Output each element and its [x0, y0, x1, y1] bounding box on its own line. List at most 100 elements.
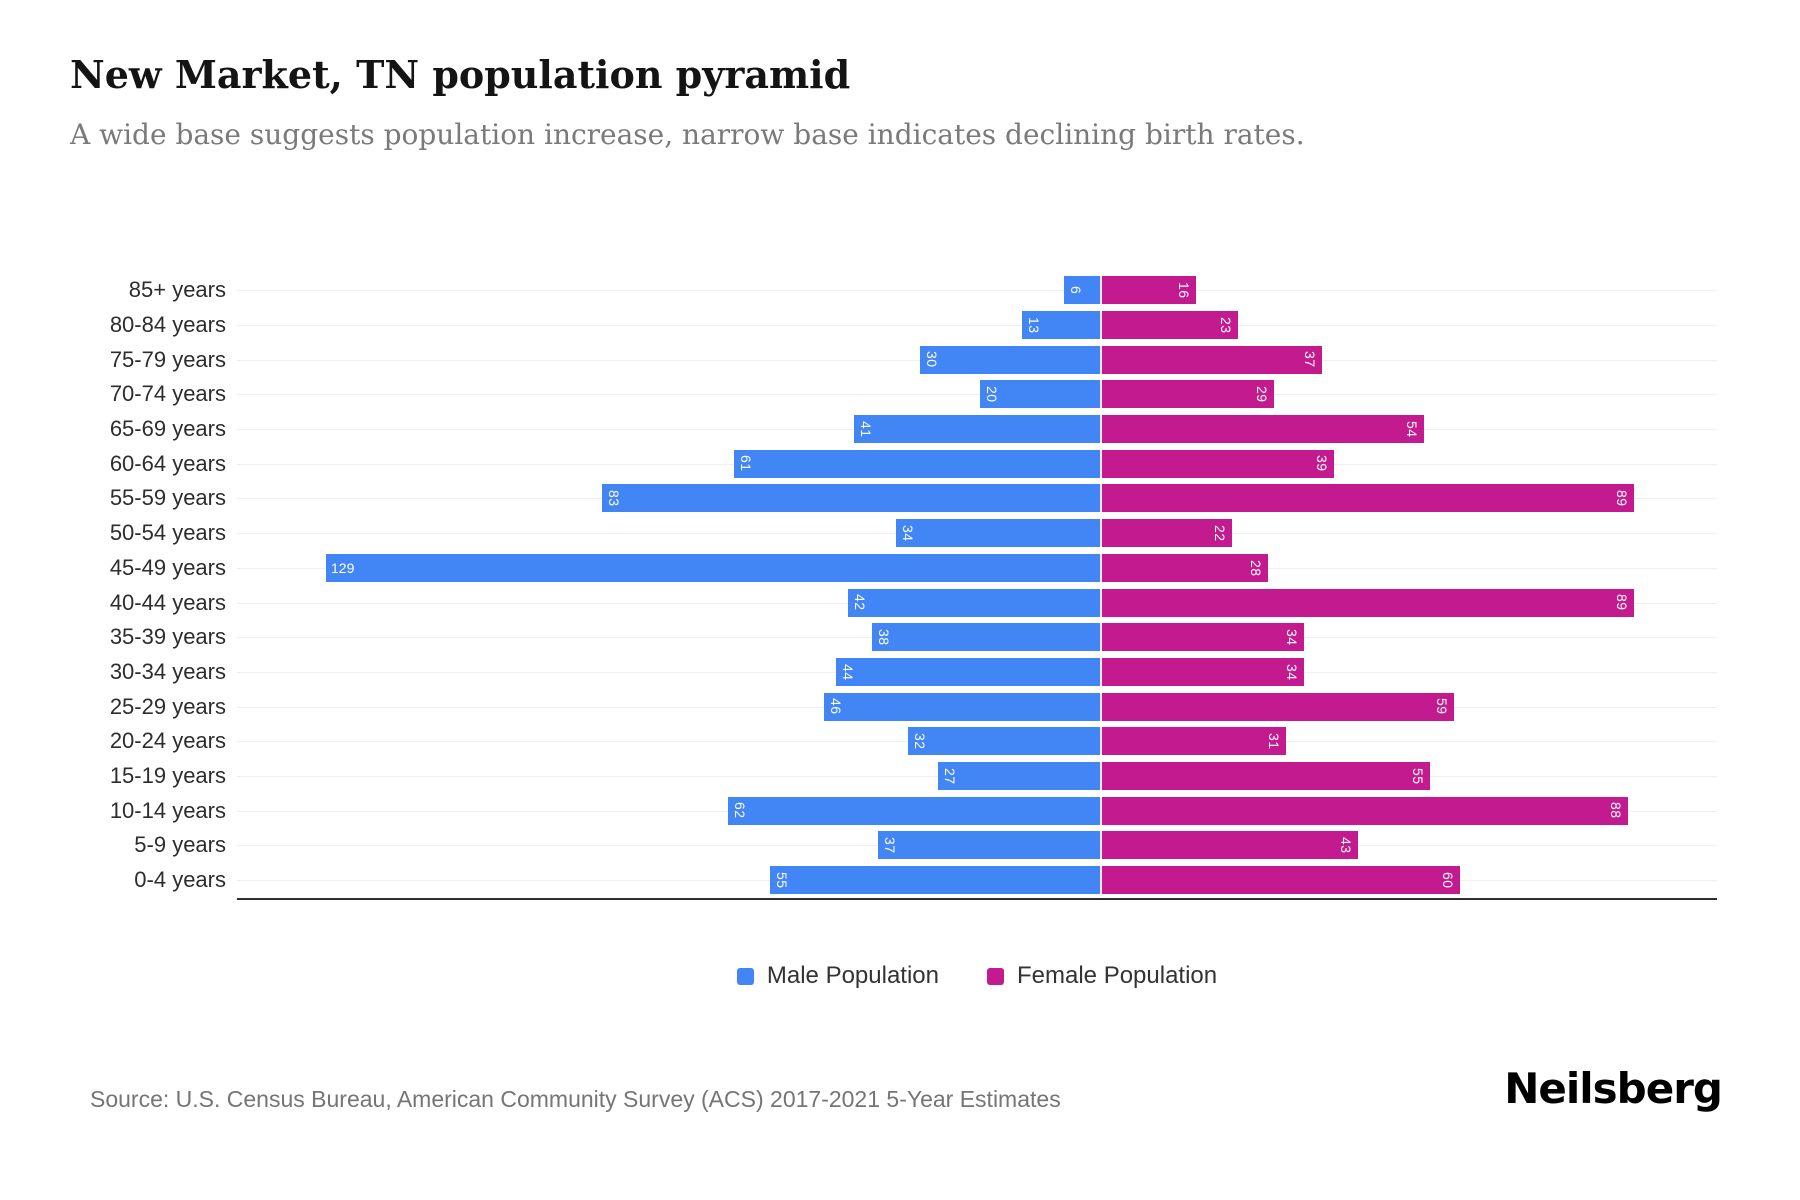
- age-group-label: 70-74 years: [109, 381, 226, 407]
- pyramid-row: 50-54 years 34 22: [0, 516, 1800, 551]
- female-bar-value: 28: [1248, 559, 1264, 577]
- pyramid-row: 15-19 years 27 55: [0, 759, 1800, 794]
- pyramid-row: 45-49 years 129 28: [0, 551, 1800, 586]
- female-zone: 54: [1100, 412, 1717, 447]
- female-zone: 34: [1100, 655, 1717, 690]
- female-bar[interactable]: 54: [1100, 415, 1424, 444]
- male-bar[interactable]: 83: [602, 484, 1100, 513]
- male-zone: 38: [237, 620, 1100, 655]
- male-zone: 32: [237, 724, 1100, 759]
- male-bar[interactable]: 38: [872, 623, 1100, 652]
- female-bar[interactable]: 88: [1100, 796, 1628, 825]
- legend-item-female[interactable]: Female Population: [987, 962, 1217, 990]
- female-bar-value: 54: [1404, 420, 1420, 438]
- male-zone: 37: [237, 828, 1100, 863]
- gridline: [237, 290, 1717, 292]
- female-zone: 23: [1100, 308, 1717, 343]
- row-plot: 46 59: [237, 689, 1717, 724]
- legend-item-male[interactable]: Male Population: [736, 962, 939, 990]
- row-plot: 6 16: [237, 273, 1717, 308]
- male-bar-value: 62: [732, 802, 748, 819]
- female-bar[interactable]: 31: [1100, 727, 1286, 756]
- row-plot: 38 34: [237, 620, 1717, 655]
- age-group-label: 55-59 years: [109, 485, 226, 511]
- female-bar[interactable]: 23: [1100, 311, 1238, 340]
- female-bar[interactable]: 89: [1100, 484, 1634, 513]
- pyramid-row: 5-9 years 37 43: [0, 828, 1800, 863]
- male-bar[interactable]: 44: [836, 657, 1100, 686]
- male-zone: 55: [237, 863, 1100, 898]
- male-zone: 42: [237, 585, 1100, 620]
- male-bar[interactable]: 55: [770, 866, 1100, 895]
- male-bar[interactable]: 61: [734, 449, 1100, 478]
- female-bar-value: 31: [1266, 732, 1282, 750]
- female-bar-value: 23: [1218, 316, 1234, 334]
- female-bar[interactable]: 16: [1100, 276, 1196, 305]
- age-group-label: 80-84 years: [109, 312, 226, 338]
- female-bar[interactable]: 60: [1100, 866, 1460, 895]
- row-plot: 55 60: [237, 863, 1717, 898]
- male-bar[interactable]: 37: [878, 831, 1100, 860]
- female-zone: 28: [1100, 551, 1717, 586]
- female-bar[interactable]: 37: [1100, 345, 1322, 374]
- chart-title: New Market, TN population pyramid: [70, 52, 851, 97]
- female-zone: 88: [1100, 793, 1717, 828]
- female-legend-label: Female Population: [1017, 962, 1218, 989]
- male-legend-label: Male Population: [766, 962, 939, 989]
- male-bar[interactable]: 20: [980, 380, 1100, 409]
- female-zone: 22: [1100, 516, 1717, 551]
- row-plot: 42 89: [237, 585, 1717, 620]
- male-bar[interactable]: 34: [896, 519, 1100, 548]
- male-bar[interactable]: 13: [1022, 311, 1100, 340]
- female-bar[interactable]: 34: [1100, 657, 1304, 686]
- female-bar-value: 29: [1254, 386, 1270, 403]
- female-bar[interactable]: 34: [1100, 623, 1304, 652]
- female-bar[interactable]: 43: [1100, 831, 1358, 860]
- pyramid-row: 80-84 years 13 23: [0, 308, 1800, 343]
- female-bar[interactable]: 39: [1100, 449, 1334, 478]
- male-zone: 30: [237, 342, 1100, 377]
- pyramid-row: 70-74 years 20 29: [0, 377, 1800, 412]
- male-bar-value: 61: [738, 455, 754, 473]
- female-bar[interactable]: 89: [1100, 588, 1634, 617]
- female-bar-value: 34: [1284, 628, 1300, 646]
- row-plot: 61 39: [237, 446, 1717, 481]
- age-group-label: 40-44 years: [109, 589, 226, 615]
- male-bar[interactable]: 30: [920, 345, 1100, 374]
- row-plot: 13 23: [237, 308, 1717, 343]
- age-group-label: 30-34 years: [109, 658, 226, 684]
- male-zone: 27: [237, 759, 1100, 794]
- female-zone: 37: [1100, 342, 1717, 377]
- female-bar-value: 89: [1614, 594, 1630, 611]
- male-bar[interactable]: 129: [326, 553, 1100, 582]
- female-zone: 60: [1100, 863, 1717, 898]
- female-legend-swatch-icon: [987, 967, 1004, 985]
- male-bar[interactable]: 27: [938, 761, 1100, 790]
- pyramid-row: 85+ years 6 16: [0, 273, 1800, 308]
- female-bar[interactable]: 59: [1100, 692, 1454, 721]
- x-axis-line: [237, 898, 1717, 900]
- female-bar-value: 43: [1338, 837, 1354, 854]
- row-plot: 41 54: [237, 412, 1717, 447]
- male-bar-value: 30: [924, 351, 940, 368]
- female-zone: 89: [1100, 585, 1717, 620]
- male-bar[interactable]: 6: [1064, 276, 1100, 305]
- male-bar[interactable]: 32: [908, 727, 1100, 756]
- pyramid-row: 25-29 years 46 59: [0, 689, 1800, 724]
- male-bar[interactable]: 41: [854, 415, 1100, 444]
- male-bar[interactable]: 62: [728, 796, 1100, 825]
- male-bar[interactable]: 42: [848, 588, 1100, 617]
- legend: Male Population Female Population: [237, 962, 1717, 990]
- male-bar[interactable]: 46: [824, 692, 1100, 721]
- age-group-label: 25-29 years: [109, 693, 226, 719]
- female-bar[interactable]: 55: [1100, 761, 1430, 790]
- female-zone: 55: [1100, 759, 1717, 794]
- female-bar[interactable]: 22: [1100, 519, 1232, 548]
- male-bar-value: 38: [876, 628, 892, 646]
- female-bar[interactable]: 28: [1100, 553, 1268, 582]
- gridline: [237, 394, 1717, 396]
- male-bar-value: 27: [942, 767, 958, 785]
- row-plot: 44 34: [237, 655, 1717, 690]
- female-bar[interactable]: 29: [1100, 380, 1274, 409]
- male-zone: 46: [237, 689, 1100, 724]
